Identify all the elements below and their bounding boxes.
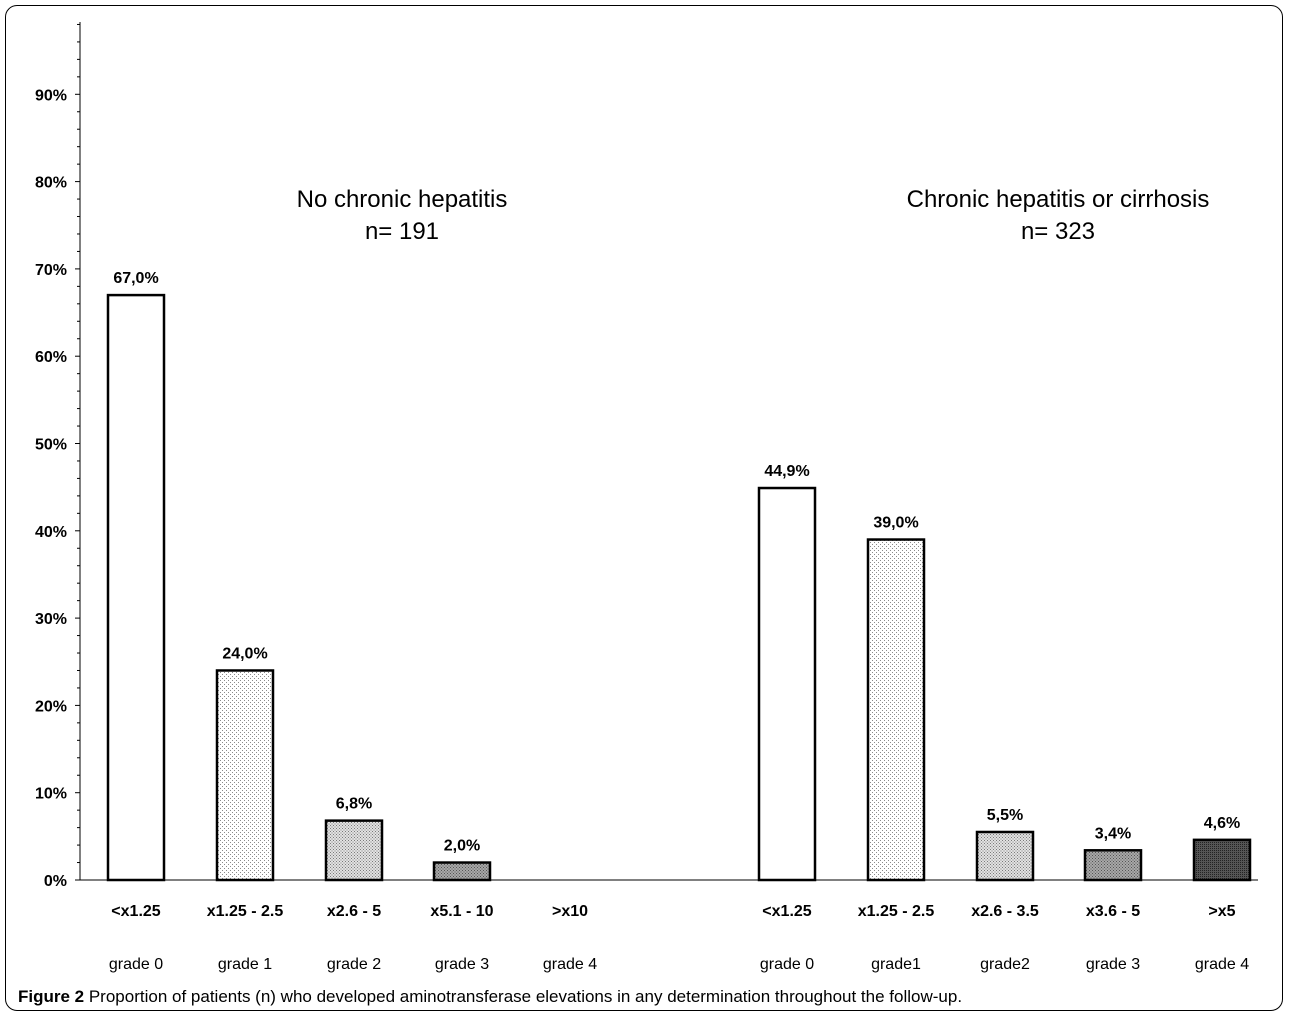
data-label: 44,9% [764, 463, 809, 480]
grade-label: grade 0 [760, 956, 814, 973]
x-category-label: <x1.25 [762, 903, 811, 920]
bar [975, 830, 1035, 882]
figure-frame [5, 5, 1283, 1011]
y-tick-label: 40% [35, 524, 67, 541]
x-category-label: x5.1 - 10 [430, 903, 493, 920]
bar [432, 861, 492, 882]
y-tick-label: 90% [35, 87, 67, 104]
bar [215, 669, 275, 882]
panel-title: No chronic hepatitis [297, 186, 508, 213]
data-label: 24,0% [222, 645, 267, 662]
x-category-label: <x1.25 [111, 903, 160, 920]
labels: 0% 10% 20% 30% 40% 50% 60% 70% 80% 90% No chronic … [35, 87, 1249, 973]
panel-title: Chronic hepatitis or cirrhosis [907, 186, 1210, 213]
y-tick-label: 30% [35, 611, 67, 628]
data-label: 67,0% [113, 270, 158, 287]
data-label: 3,4% [1095, 825, 1131, 842]
x-category-label: x2.6 - 5 [327, 903, 381, 920]
y-tick-label: 80% [35, 175, 67, 192]
bar [757, 486, 817, 882]
grade-label: grade1 [871, 956, 921, 973]
x-category-label: x1.25 - 2.5 [858, 903, 935, 920]
bar [866, 538, 926, 882]
x-category-label: x1.25 - 2.5 [207, 903, 284, 920]
grade-label: grade 4 [1195, 956, 1249, 973]
grade-label: grade 4 [543, 956, 597, 973]
bar [324, 819, 384, 882]
grade-label: grade 1 [218, 956, 272, 973]
bar [1192, 838, 1252, 882]
data-label: 4,6% [1204, 815, 1240, 832]
data-label: 2,0% [444, 838, 480, 855]
grade-label: grade2 [980, 956, 1030, 973]
x-category-label: >x10 [552, 903, 588, 920]
grade-label: grade 3 [435, 956, 489, 973]
figure-caption: Figure 2 Proportion of patients (n) who … [18, 987, 962, 1007]
caption-label: Figure 2 [18, 987, 85, 1006]
bar [1083, 849, 1143, 882]
bar [106, 293, 166, 882]
y-tick-label: 60% [35, 349, 67, 366]
x-category-label: x2.6 - 3.5 [971, 903, 1039, 920]
y-tick-label: 70% [35, 262, 67, 279]
y-tick-label: 50% [35, 437, 67, 454]
y-tick-label: 20% [35, 698, 67, 715]
panel-n-label: n= 323 [1021, 218, 1095, 245]
axes [75, 22, 1258, 881]
x-category-label: >x5 [1208, 903, 1235, 920]
y-tick-label: 10% [35, 786, 67, 803]
y-tick-label: 0% [44, 873, 67, 890]
panel-n-label: n= 191 [365, 218, 439, 245]
grade-label: grade 2 [327, 956, 381, 973]
data-label: 6,8% [336, 796, 372, 813]
bars [106, 293, 1252, 882]
data-label: 5,5% [987, 807, 1023, 824]
data-label: 39,0% [873, 515, 918, 532]
caption-text: Proportion of patients (n) who developed… [84, 987, 963, 1006]
grade-label: grade 3 [1086, 956, 1140, 973]
grade-label: grade 0 [109, 956, 163, 973]
x-category-label: x3.6 - 5 [1086, 903, 1140, 920]
